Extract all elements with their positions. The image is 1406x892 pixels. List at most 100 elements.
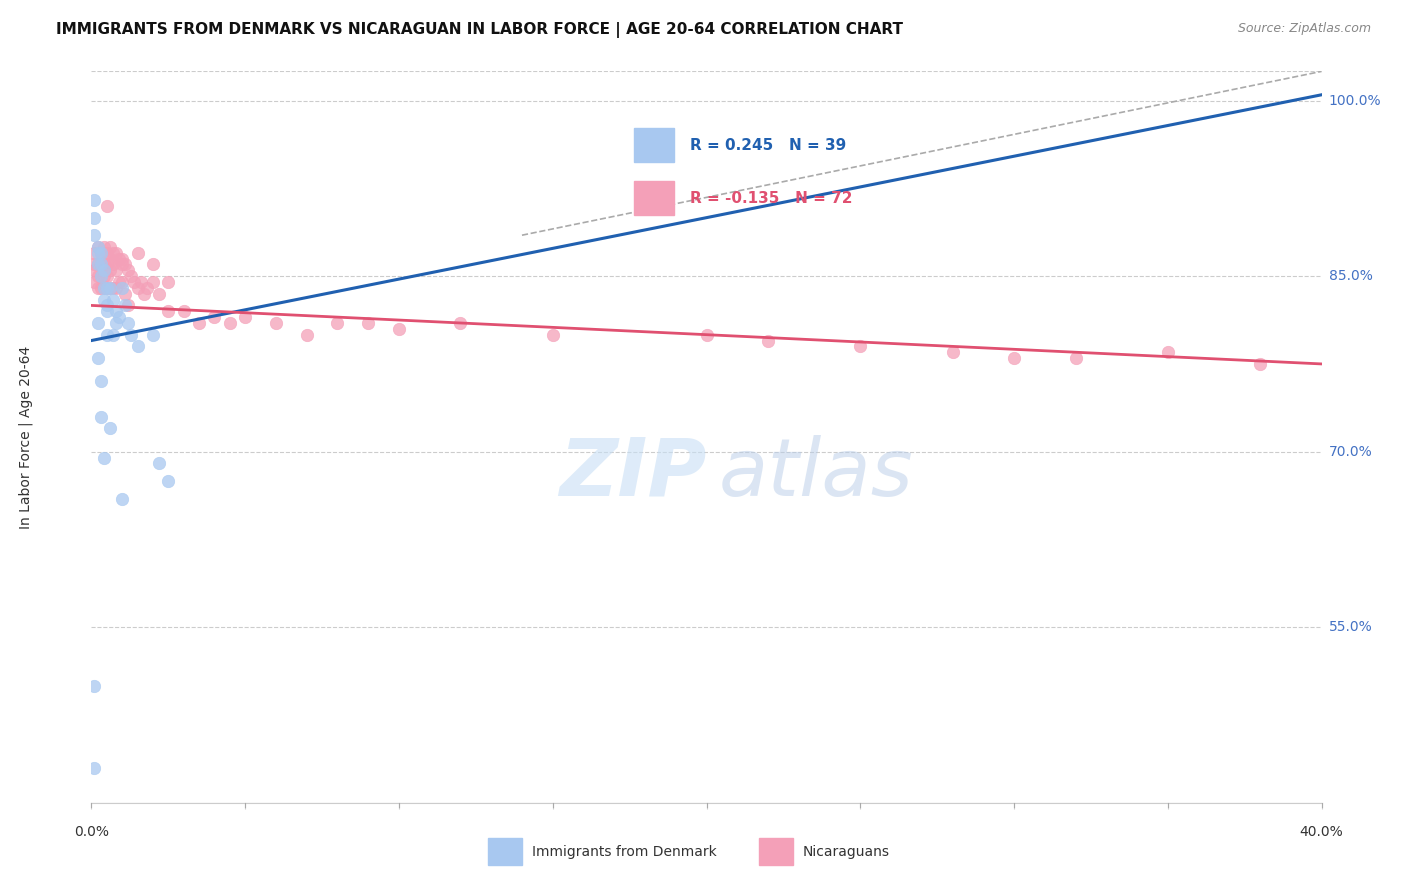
Point <box>96 199 118 213</box>
Point <box>111 252 134 266</box>
Point <box>120 269 142 284</box>
Text: 100.0%: 100.0% <box>1329 94 1381 108</box>
Point <box>93 269 115 284</box>
Point <box>127 281 149 295</box>
Point <box>111 281 134 295</box>
Text: Source: ZipAtlas.com: Source: ZipAtlas.com <box>1237 22 1371 36</box>
Point <box>83 275 105 289</box>
Point <box>756 334 779 348</box>
Point <box>942 345 965 359</box>
Point <box>93 450 115 465</box>
Point <box>114 286 136 301</box>
Point <box>157 474 180 488</box>
Point <box>120 327 142 342</box>
Point <box>117 263 139 277</box>
Point <box>101 281 124 295</box>
Point <box>696 327 718 342</box>
Point <box>233 310 256 325</box>
Point <box>83 761 105 775</box>
Point <box>90 269 112 284</box>
Point <box>96 281 118 295</box>
Point <box>1157 345 1180 359</box>
Text: R = 0.245   N = 39: R = 0.245 N = 39 <box>690 137 846 153</box>
Point <box>132 286 155 301</box>
Point <box>117 298 139 312</box>
Point <box>93 263 115 277</box>
Point <box>127 245 149 260</box>
Bar <box>488 838 523 865</box>
Point <box>93 257 115 271</box>
Point <box>173 304 195 318</box>
Point <box>98 281 121 295</box>
Point <box>93 240 115 254</box>
Point <box>202 310 225 325</box>
Point <box>90 375 112 389</box>
Point <box>1249 357 1271 371</box>
Point <box>101 293 124 307</box>
Point <box>86 257 108 271</box>
Point <box>93 281 115 295</box>
Point <box>148 457 170 471</box>
Point <box>86 281 108 295</box>
Point <box>83 228 105 243</box>
Text: 85.0%: 85.0% <box>1329 269 1372 283</box>
Point <box>86 269 108 284</box>
Point <box>96 245 118 260</box>
Point <box>83 263 105 277</box>
Point <box>105 263 127 277</box>
Point <box>93 281 115 295</box>
Point <box>157 275 180 289</box>
Text: ZIP: ZIP <box>560 434 706 513</box>
Text: 40.0%: 40.0% <box>1299 825 1344 839</box>
Point <box>124 275 146 289</box>
Text: Nicaraguans: Nicaraguans <box>803 845 890 859</box>
Point <box>86 245 108 260</box>
Point <box>86 257 108 271</box>
Point <box>326 316 349 330</box>
Text: 0.0%: 0.0% <box>75 825 108 839</box>
Point <box>98 252 121 266</box>
Point <box>83 679 105 693</box>
Point <box>83 193 105 207</box>
Point <box>142 257 165 271</box>
Text: atlas: atlas <box>718 434 914 513</box>
Point <box>90 269 112 284</box>
Point <box>90 257 112 271</box>
Text: 55.0%: 55.0% <box>1329 620 1372 634</box>
Point <box>98 421 121 435</box>
Point <box>357 316 380 330</box>
Point <box>93 293 115 307</box>
Point <box>111 275 134 289</box>
Bar <box>759 838 793 865</box>
Point <box>83 211 105 225</box>
Point <box>111 491 134 506</box>
Point <box>105 304 127 318</box>
Point <box>101 257 124 271</box>
Point <box>449 316 471 330</box>
Text: In Labor Force | Age 20-64: In Labor Force | Age 20-64 <box>18 345 32 529</box>
Point <box>90 257 112 271</box>
Point <box>114 298 136 312</box>
Point <box>98 281 121 295</box>
Point <box>98 240 121 254</box>
Point <box>86 351 108 365</box>
Point <box>849 339 872 353</box>
Point <box>142 275 165 289</box>
Point <box>117 316 139 330</box>
Point <box>86 316 108 330</box>
Point <box>105 316 127 330</box>
Point <box>148 286 170 301</box>
Point <box>129 275 152 289</box>
Text: R = -0.135   N = 72: R = -0.135 N = 72 <box>690 191 852 206</box>
Point <box>295 327 318 342</box>
Point <box>105 245 127 260</box>
Point <box>86 240 108 254</box>
Point <box>541 327 564 342</box>
Point <box>108 275 131 289</box>
Point <box>157 304 180 318</box>
Bar <box>634 181 675 215</box>
Point <box>108 252 131 266</box>
Point <box>135 281 157 295</box>
Point <box>90 245 112 260</box>
Point <box>96 298 118 312</box>
